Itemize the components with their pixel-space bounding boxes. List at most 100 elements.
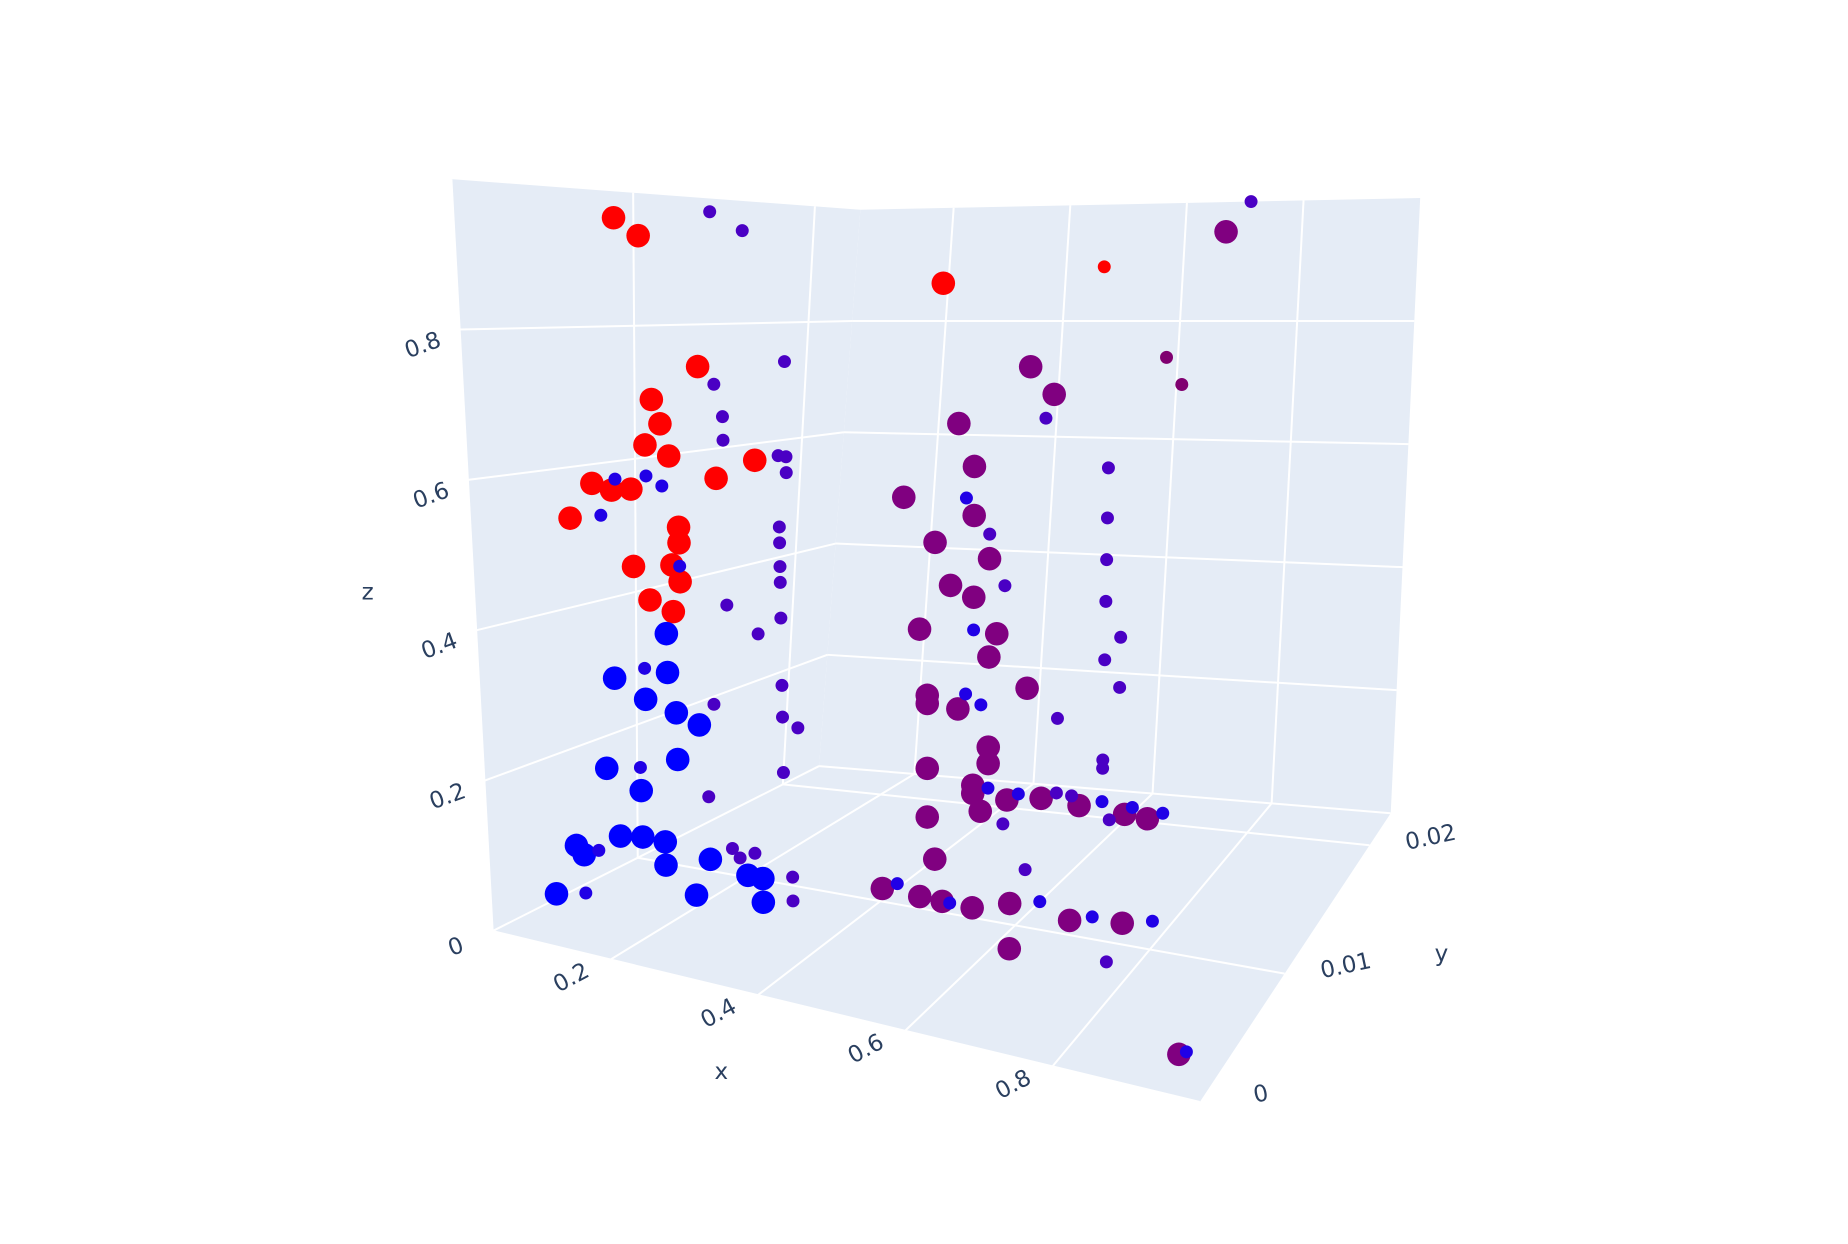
marker <box>1018 863 1032 877</box>
marker <box>922 847 947 871</box>
marker <box>1098 653 1112 667</box>
marker <box>1135 806 1160 831</box>
marker <box>773 560 787 574</box>
marker <box>1033 895 1047 909</box>
marker <box>654 853 678 877</box>
marker <box>938 573 963 598</box>
marker <box>1065 789 1079 803</box>
marker <box>668 570 692 594</box>
marker <box>962 503 986 528</box>
marker <box>579 886 593 900</box>
marker <box>633 760 647 774</box>
marker <box>684 883 709 907</box>
marker <box>1160 350 1174 364</box>
axis-title: y <box>1435 941 1449 967</box>
marker <box>621 554 646 579</box>
marker <box>891 485 916 510</box>
marker <box>931 271 956 296</box>
marker <box>779 466 793 480</box>
marker <box>667 531 691 555</box>
marker <box>870 876 895 901</box>
marker <box>976 751 1000 776</box>
tick-label: 0.2 <box>549 958 594 998</box>
marker <box>967 623 981 637</box>
marker <box>996 817 1010 831</box>
marker <box>733 851 747 865</box>
marker <box>639 387 664 412</box>
marker <box>1042 382 1066 407</box>
marker <box>984 621 1009 646</box>
marker <box>544 882 569 906</box>
marker <box>947 411 971 436</box>
marker <box>687 713 712 737</box>
marker <box>1099 955 1113 969</box>
marker <box>1096 761 1110 775</box>
marker <box>977 546 1002 571</box>
marker <box>1102 813 1116 827</box>
marker <box>592 843 606 857</box>
marker <box>1011 787 1025 801</box>
back-wall <box>819 198 1421 814</box>
marker <box>707 697 721 711</box>
marker <box>602 666 627 690</box>
marker <box>703 205 717 219</box>
grid-line <box>904 792 1154 1032</box>
grid-line <box>450 179 494 932</box>
grid-line <box>1051 802 1273 1068</box>
marker <box>580 471 604 496</box>
marker <box>960 896 984 920</box>
marker <box>1114 630 1128 644</box>
scene-walls <box>451 179 1421 1102</box>
grid-line <box>632 192 639 858</box>
grid-line <box>1151 202 1188 794</box>
marker <box>648 412 672 436</box>
grid-line <box>1032 205 1072 784</box>
grid-line <box>781 206 816 785</box>
marker <box>1039 411 1053 425</box>
marker <box>959 491 973 505</box>
grid-line <box>609 773 915 961</box>
grid-line <box>843 431 1409 446</box>
marker <box>751 627 765 641</box>
marker <box>707 377 721 391</box>
marker <box>735 224 749 238</box>
tick-label: 0.2 <box>426 778 469 815</box>
marker <box>594 508 608 522</box>
marker <box>720 598 734 612</box>
marker <box>959 687 973 701</box>
side-wall <box>451 179 861 932</box>
marker <box>998 579 1012 593</box>
tick-label: 0.8 <box>401 327 444 364</box>
marker <box>698 847 723 872</box>
grid-line <box>819 765 1391 815</box>
marker <box>1015 676 1039 701</box>
marker <box>715 410 729 424</box>
marker <box>558 506 582 530</box>
tick-label: 0.6 <box>410 477 453 514</box>
marker <box>974 698 988 712</box>
marker <box>572 842 597 867</box>
marker <box>704 466 728 491</box>
marker <box>594 756 619 781</box>
marker <box>1113 680 1127 694</box>
marker <box>786 870 800 884</box>
marker <box>1179 1045 1193 1059</box>
marker <box>633 433 657 457</box>
marker <box>664 701 689 725</box>
marker <box>661 599 686 624</box>
marker <box>608 472 622 486</box>
marker <box>1244 195 1258 209</box>
marker <box>946 697 970 721</box>
marker <box>619 477 643 501</box>
axis-title: z <box>362 579 374 605</box>
tick-label: 0.02 <box>1403 820 1459 856</box>
marker <box>1057 908 1082 933</box>
marker <box>776 710 789 724</box>
marker <box>1085 910 1099 924</box>
marker <box>748 846 762 860</box>
marker <box>654 621 679 646</box>
marker <box>772 520 786 534</box>
marker <box>907 617 932 641</box>
